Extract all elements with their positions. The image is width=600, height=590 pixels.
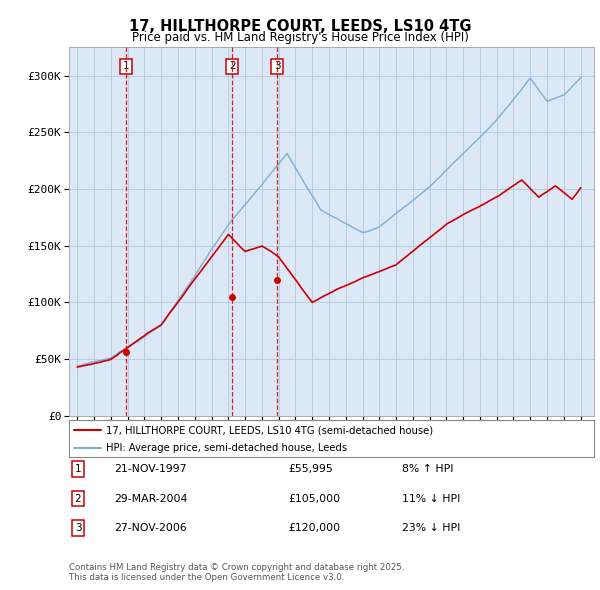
Text: 23% ↓ HPI: 23% ↓ HPI xyxy=(402,523,460,533)
Text: 27-NOV-2006: 27-NOV-2006 xyxy=(114,523,187,533)
Text: 21-NOV-1997: 21-NOV-1997 xyxy=(114,464,187,474)
Text: 29-MAR-2004: 29-MAR-2004 xyxy=(114,494,187,503)
Text: Price paid vs. HM Land Registry's House Price Index (HPI): Price paid vs. HM Land Registry's House … xyxy=(131,31,469,44)
Text: £120,000: £120,000 xyxy=(288,523,340,533)
Text: 2: 2 xyxy=(229,61,236,71)
Text: HPI: Average price, semi-detached house, Leeds: HPI: Average price, semi-detached house,… xyxy=(106,443,347,453)
Text: 1: 1 xyxy=(74,464,82,474)
Text: 1: 1 xyxy=(122,61,129,71)
Text: £105,000: £105,000 xyxy=(288,494,340,503)
Text: Contains HM Land Registry data © Crown copyright and database right 2025.
This d: Contains HM Land Registry data © Crown c… xyxy=(69,563,404,582)
Text: 8% ↑ HPI: 8% ↑ HPI xyxy=(402,464,454,474)
Text: 3: 3 xyxy=(74,523,82,533)
Text: 17, HILLTHORPE COURT, LEEDS, LS10 4TG (semi-detached house): 17, HILLTHORPE COURT, LEEDS, LS10 4TG (s… xyxy=(106,425,433,435)
Text: £55,995: £55,995 xyxy=(288,464,333,474)
Text: 11% ↓ HPI: 11% ↓ HPI xyxy=(402,494,460,503)
Text: 17, HILLTHORPE COURT, LEEDS, LS10 4TG: 17, HILLTHORPE COURT, LEEDS, LS10 4TG xyxy=(129,19,471,34)
Text: 2: 2 xyxy=(74,494,82,503)
Text: 3: 3 xyxy=(274,61,280,71)
